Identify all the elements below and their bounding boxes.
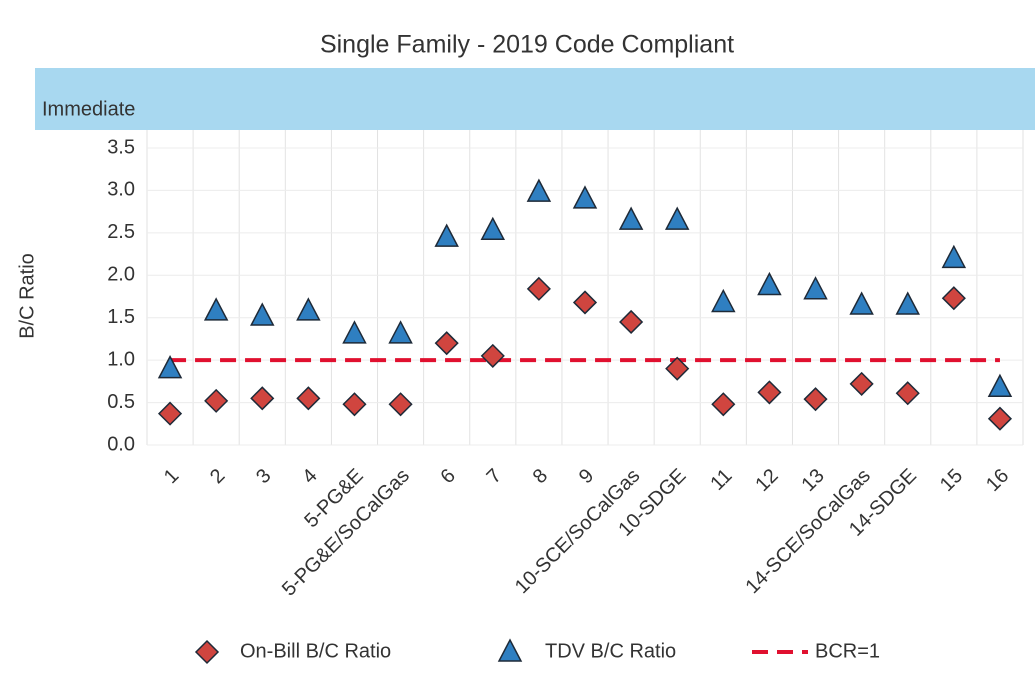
y-tick-label: 2.5: [107, 221, 135, 243]
diamond-marker: [987, 406, 1013, 431]
diamond-marker: [204, 388, 229, 413]
triangle-marker: [480, 216, 506, 241]
diamond-marker: [711, 392, 736, 417]
y-tick-label: 1.5: [107, 306, 135, 328]
diamond-marker: [526, 276, 551, 301]
diamond-marker: [849, 371, 874, 396]
diamond-marker: [757, 380, 782, 405]
y-tick-label: 0.5: [107, 391, 135, 413]
legend-label: On-Bill B/C Ratio: [240, 640, 391, 662]
legend-label: BCR=1: [815, 640, 880, 662]
triangle-marker: [296, 297, 321, 321]
triangle-marker: [895, 291, 920, 315]
triangle-marker: [203, 297, 229, 321]
y-axis-label: B/C Ratio: [16, 253, 38, 339]
y-tick-label: 2.0: [107, 264, 135, 286]
band-label: Immediate: [42, 98, 135, 120]
diamond-marker: [895, 381, 920, 406]
diamond-marker: [572, 290, 598, 315]
diamond-marker: [342, 392, 367, 417]
triangle-marker: [434, 223, 459, 247]
triangle-marker: [664, 206, 690, 230]
triangle-marker: [388, 320, 413, 344]
triangle-marker: [157, 355, 183, 379]
diamond-marker: [434, 331, 459, 356]
diamond-marker: [619, 309, 644, 335]
diamond-marker: [480, 343, 505, 368]
diamond-marker: [665, 356, 690, 381]
triangle-marker: [497, 638, 523, 662]
diamond-marker: [803, 387, 828, 412]
legend-label: TDV B/C Ratio: [545, 640, 676, 662]
diamond-marker: [157, 401, 183, 426]
triangle-marker: [711, 288, 736, 313]
triangle-marker: [250, 302, 275, 326]
triangle-marker: [526, 178, 552, 202]
y-tick-label: 0.0: [107, 433, 135, 455]
y-tick-label: 3.5: [107, 136, 135, 158]
chart-title: Single Family - 2019 Code Compliant: [320, 31, 734, 59]
diamond-marker: [250, 386, 275, 411]
diamond-marker: [296, 386, 321, 411]
header-band: [35, 68, 1035, 130]
y-tick-label: 1.0: [107, 348, 135, 370]
diamond-marker: [194, 639, 220, 665]
triangle-marker: [757, 271, 782, 296]
triangle-marker: [618, 206, 644, 230]
diamond-marker: [941, 286, 966, 311]
triangle-marker: [342, 320, 367, 344]
y-tick-label: 3.0: [107, 179, 135, 201]
diamond-marker: [388, 392, 413, 417]
triangle-marker: [803, 276, 828, 300]
triangle-marker: [849, 291, 874, 315]
triangle-marker: [987, 373, 1013, 398]
triangle-marker: [572, 185, 598, 209]
triangle-marker: [941, 244, 967, 269]
